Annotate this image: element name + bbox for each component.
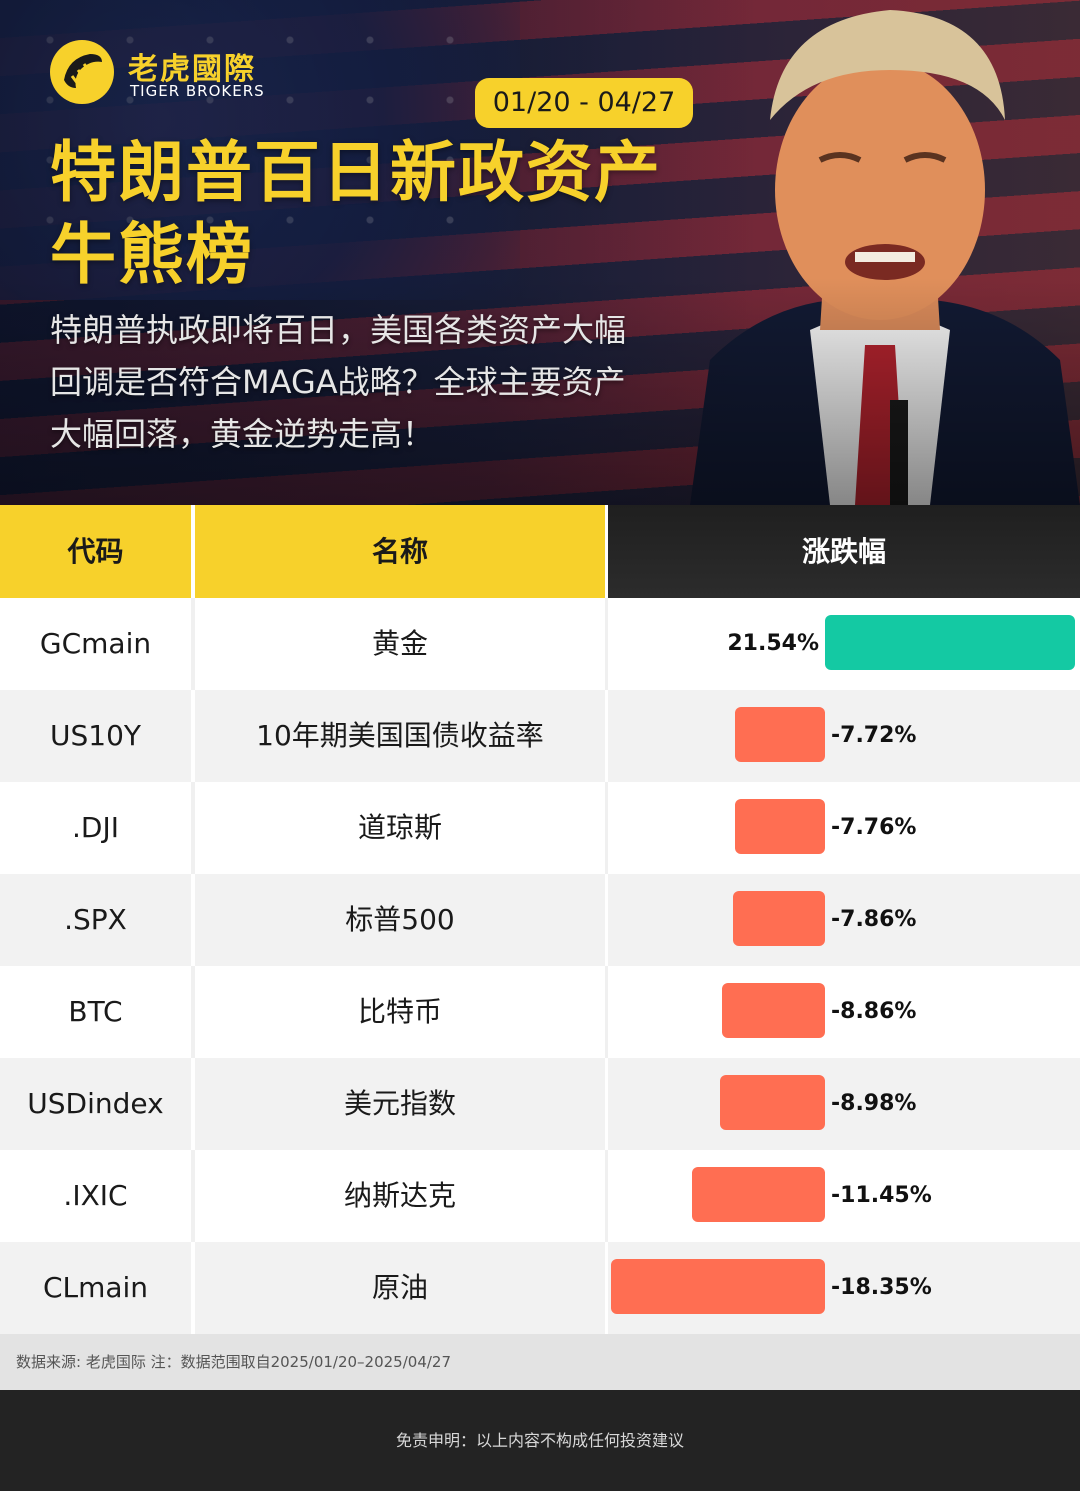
column-header-change: 涨跌幅 (608, 505, 1080, 598)
asset-name: 美元指数 (343, 1087, 456, 1120)
asset-name: 10年期美国国债收益率 (256, 719, 544, 752)
change-percent-label: -8.86% (831, 999, 917, 1024)
asset-code: US10Y (50, 719, 141, 752)
column-divider (191, 874, 195, 966)
asset-code: BTC (68, 995, 123, 1028)
column-divider (605, 1242, 608, 1334)
column-divider (605, 966, 608, 1058)
change-percent-label: -7.86% (831, 907, 917, 932)
asset-name: 比特币 (357, 995, 442, 1028)
change-percent-label: -18.35% (831, 1275, 932, 1300)
column-header-name: 名称 (195, 505, 605, 598)
table-row: USDindex 美元指数 -8.98% (0, 1058, 1080, 1150)
table-row: BTC 比特币 -8.86% (0, 966, 1080, 1058)
column-divider (191, 1242, 195, 1334)
column-divider (191, 1058, 195, 1150)
page-subtitle: 特朗普执政即将百日，美国各类资产大幅回调是否符合MAGA战略？全球主要资产大幅回… (50, 311, 627, 453)
table-body: GCmain 黄金 21.54% US10Y 10年期美国国债收益率 -7.72% .DJI… (0, 598, 1080, 1334)
column-divider (605, 690, 608, 782)
column-divider (605, 505, 608, 598)
column-divider (191, 966, 195, 1058)
data-source-note: 数据来源: 老虎国际 注：数据范围取自2025/01/20–2025/04/27 (0, 1334, 1080, 1390)
column-divider (605, 874, 608, 966)
change-bar (691, 1167, 825, 1222)
table-row: US10Y 10年期美国国债收益率 -7.72% (0, 690, 1080, 782)
change-bar (720, 1075, 825, 1130)
asset-name: 标普500 (345, 903, 455, 936)
change-bar (825, 615, 1075, 670)
table-header: 代码 名称 涨跌幅 (0, 505, 1080, 598)
asset-code: USDindex (27, 1087, 164, 1120)
change-bar (733, 891, 825, 946)
tiger-logo-icon (50, 40, 114, 104)
change-percent-label: 21.54% (727, 631, 819, 656)
asset-code: .SPX (64, 903, 127, 936)
brand-name-cn: 老虎國際 (128, 52, 256, 87)
column-header-code: 代码 (0, 505, 191, 598)
asset-code: .IXIC (63, 1179, 128, 1212)
column-divider (191, 690, 195, 782)
asset-name: 黄金 (371, 627, 428, 660)
data-source-text: 数据来源: 老虎国际 注：数据范围取自2025/01/20–2025/04/27 (16, 1353, 452, 1371)
table-row: GCmain 黄金 21.54% (0, 598, 1080, 690)
brand-name-en: TIGER BROKERS (130, 82, 265, 100)
column-divider (605, 598, 608, 690)
column-divider (605, 1058, 608, 1150)
table-row: .SPX 标普500 -7.86% (0, 874, 1080, 966)
asset-name: 道琼斯 (357, 811, 442, 844)
change-bar (734, 799, 825, 854)
change-bar (721, 983, 825, 1038)
table-row: .DJI 道琼斯 -7.76% (0, 782, 1080, 874)
date-range-badge: 01/20 - 04/27 (475, 78, 693, 128)
hero-banner: 老虎國際 TIGER BROKERS 01/20 - 04/27 特朗普百日新政… (0, 0, 1080, 505)
asset-name: 原油 (371, 1271, 428, 1304)
asset-code: CLmain (42, 1271, 149, 1304)
page-title: 特朗普百日新政资产牛熊榜 (50, 134, 662, 293)
table-row: CLmain 原油 -18.35% (0, 1242, 1080, 1334)
change-percent-label: -8.98% (831, 1091, 917, 1116)
table-row: .IXIC 纳斯达克 -11.45% (0, 1150, 1080, 1242)
asset-code: .DJI (72, 811, 119, 844)
change-percent-label: -7.76% (831, 815, 917, 840)
column-divider (605, 782, 608, 874)
change-percent-label: -7.72% (831, 723, 917, 748)
disclaimer-bar: 免责申明：以上内容不构成任何投资建议 (0, 1390, 1080, 1491)
change-bar (611, 1259, 825, 1314)
column-divider (605, 1150, 608, 1242)
change-percent-label: -11.45% (831, 1183, 932, 1208)
column-divider (191, 782, 195, 874)
change-bar (735, 707, 825, 762)
column-divider (191, 505, 195, 598)
asset-code: GCmain (39, 627, 152, 660)
disclaimer-text: 免责申明：以上内容不构成任何投资建议 (395, 1431, 684, 1450)
column-divider (191, 598, 195, 690)
asset-name: 纳斯达克 (343, 1179, 456, 1212)
column-divider (191, 1150, 195, 1242)
